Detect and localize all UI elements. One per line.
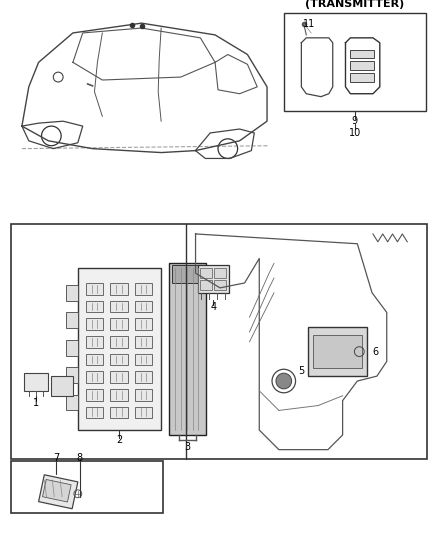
Bar <box>134 371 152 383</box>
Bar <box>86 318 103 330</box>
Text: 3: 3 <box>184 442 191 451</box>
Text: 5: 5 <box>298 366 304 376</box>
Bar <box>214 280 226 290</box>
Bar <box>134 283 152 295</box>
Bar <box>78 268 161 430</box>
Bar <box>134 336 152 348</box>
Bar <box>308 327 367 376</box>
Bar <box>110 336 128 348</box>
Bar <box>214 268 226 278</box>
Bar <box>201 268 212 278</box>
Text: 6: 6 <box>372 346 378 357</box>
Bar <box>86 353 103 365</box>
Bar <box>172 265 203 283</box>
Text: 9: 9 <box>352 116 358 126</box>
Bar <box>11 462 163 513</box>
Bar <box>110 407 128 418</box>
Bar <box>86 389 103 401</box>
Bar <box>134 318 152 330</box>
Bar <box>86 371 103 383</box>
Bar <box>134 407 152 418</box>
Bar <box>66 340 78 356</box>
Bar <box>66 367 78 383</box>
Bar <box>350 73 374 82</box>
Bar <box>110 283 128 295</box>
Bar <box>86 407 103 418</box>
Bar <box>110 318 128 330</box>
Bar <box>86 283 103 295</box>
Circle shape <box>276 373 292 389</box>
Bar <box>86 301 103 312</box>
Bar <box>110 301 128 312</box>
Bar <box>169 263 206 435</box>
Bar <box>350 50 374 59</box>
Bar <box>66 285 78 301</box>
Bar <box>201 280 212 290</box>
Bar <box>39 475 78 509</box>
Bar <box>110 353 128 365</box>
Bar <box>66 312 78 328</box>
Text: 11: 11 <box>303 19 315 29</box>
Bar <box>110 389 128 401</box>
Bar <box>86 336 103 348</box>
Text: (TRANSMITTER): (TRANSMITTER) <box>305 0 404 9</box>
Bar <box>110 371 128 383</box>
Bar <box>134 353 152 365</box>
Bar <box>24 373 48 391</box>
Bar <box>51 376 73 395</box>
Bar <box>350 61 374 70</box>
Text: 7: 7 <box>53 453 60 463</box>
Bar <box>284 13 426 111</box>
Text: 10: 10 <box>349 128 361 138</box>
Bar <box>11 224 427 459</box>
Bar <box>198 265 229 293</box>
Text: 8: 8 <box>77 453 83 463</box>
Bar <box>134 301 152 312</box>
Bar <box>42 480 71 502</box>
Text: 1: 1 <box>32 398 39 408</box>
Bar <box>66 395 78 410</box>
Text: 4: 4 <box>210 302 216 311</box>
Bar <box>134 389 152 401</box>
Bar <box>313 335 362 368</box>
Text: 2: 2 <box>117 435 123 445</box>
